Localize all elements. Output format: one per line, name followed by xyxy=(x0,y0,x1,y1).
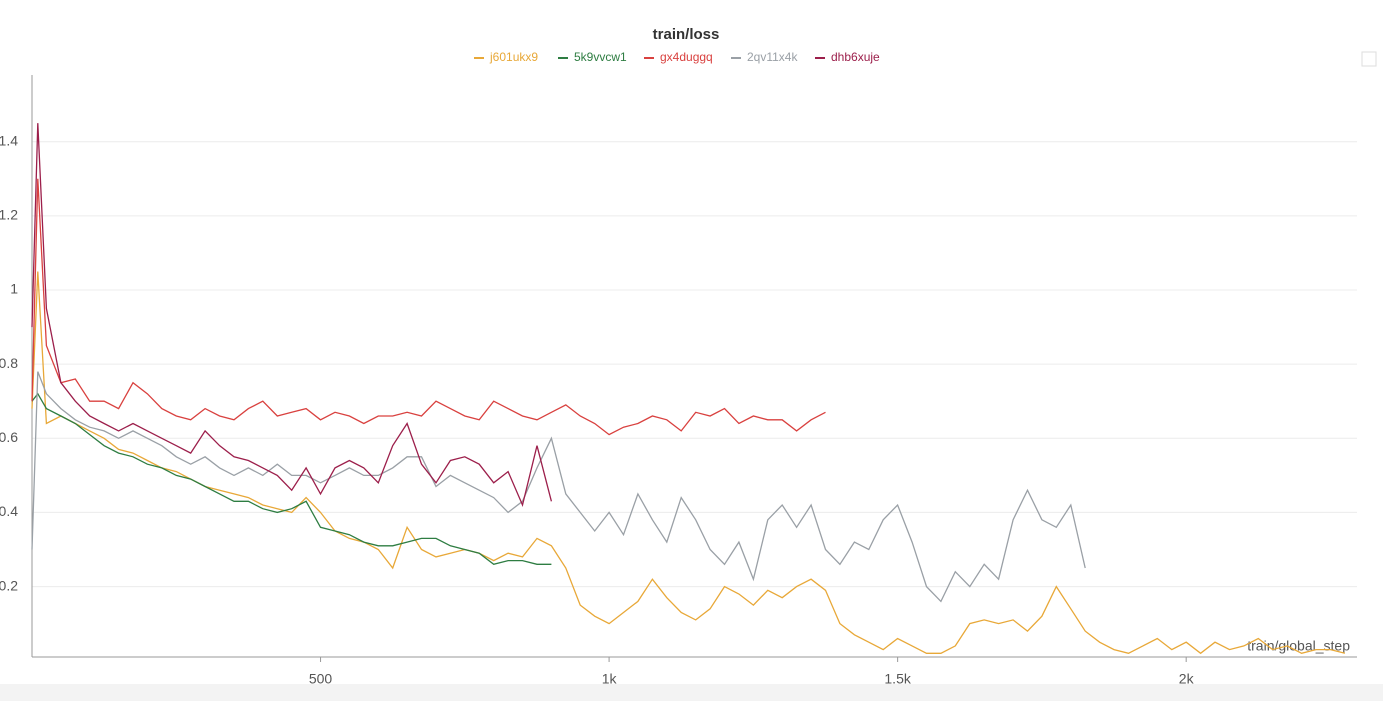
series-line xyxy=(31,123,553,508)
y-tick-label: 0.6 xyxy=(0,429,18,445)
y-tick-label: 1.4 xyxy=(0,132,18,148)
legend-label: gx4duggq xyxy=(660,50,713,64)
series-line xyxy=(31,371,1086,603)
series-line xyxy=(31,392,552,566)
legend-label: dhb6xuje xyxy=(831,50,880,64)
x-tick-label: 500 xyxy=(309,671,333,687)
chart-title: train/loss xyxy=(653,26,720,43)
y-tick-label: 0.8 xyxy=(0,355,18,371)
legend-label: j601ukx9 xyxy=(489,50,538,64)
x-tick-label: 1.5k xyxy=(884,671,911,687)
x-tick-label: 1k xyxy=(602,671,618,687)
y-tick-label: 0.2 xyxy=(0,577,18,593)
x-tick-label: 2k xyxy=(1179,671,1195,687)
panel-icon[interactable] xyxy=(1361,51,1377,67)
y-tick-label: 0.4 xyxy=(0,503,18,519)
legend-label: 5k9vvcw1 xyxy=(574,50,627,64)
y-tick-label: 1 xyxy=(10,281,18,297)
footer-bar xyxy=(0,684,1383,701)
series-line xyxy=(31,178,826,436)
y-tick-label: 1.2 xyxy=(0,207,18,223)
legend-label: 2qv11x4k xyxy=(747,50,798,64)
series-line xyxy=(31,271,1346,655)
